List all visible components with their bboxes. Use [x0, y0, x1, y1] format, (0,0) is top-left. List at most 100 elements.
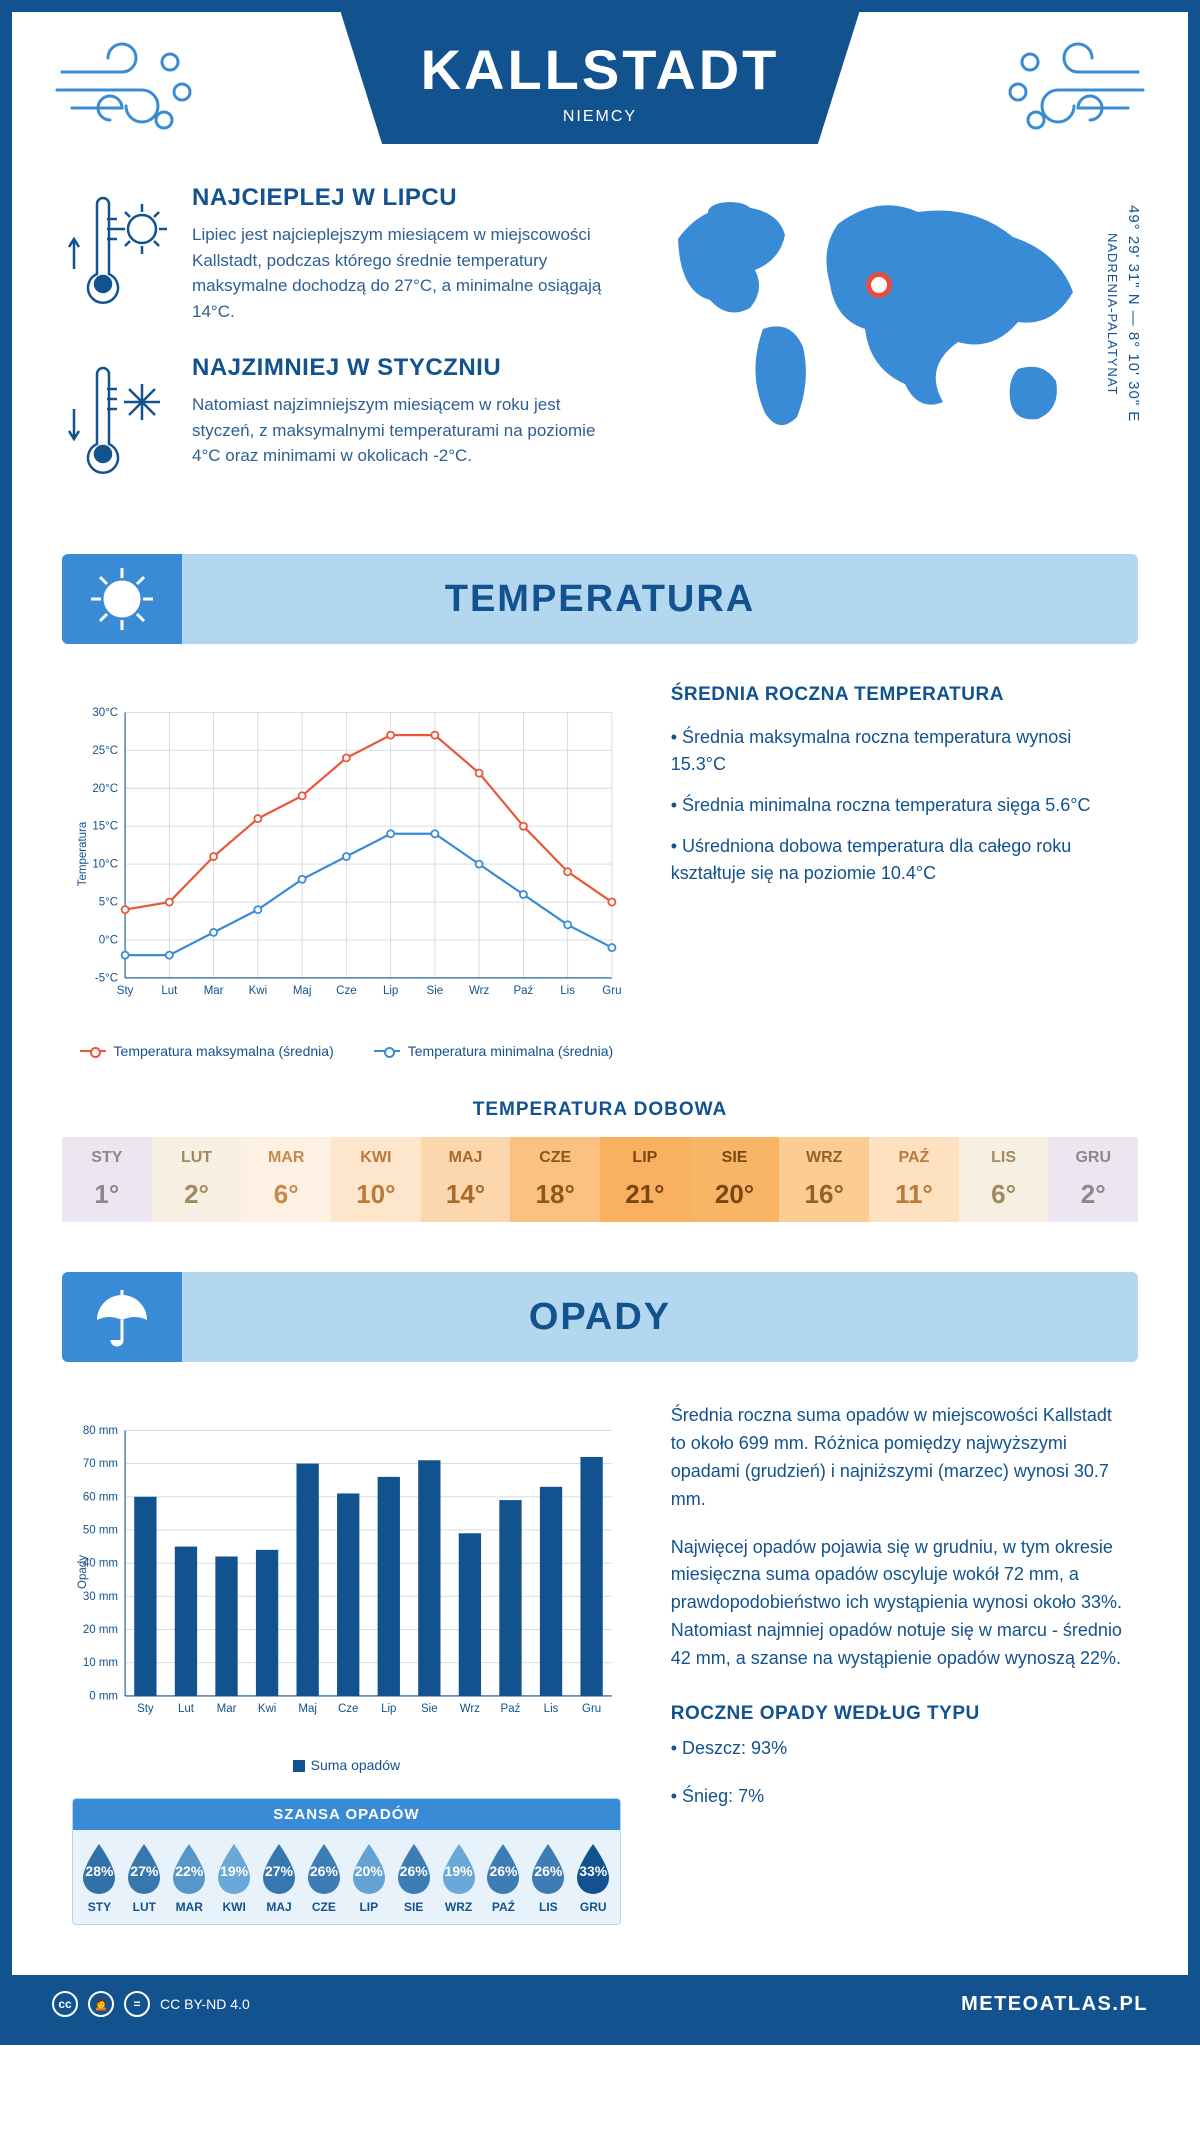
- daily-cell: CZE18°: [510, 1137, 600, 1222]
- chance-cell: 27%MAJ: [257, 1842, 302, 1914]
- temperature-line-chart: -5°C0°C5°C10°C15°C20°C25°C30°CStyLutMarK…: [72, 684, 621, 1024]
- umbrella-icon: [87, 1282, 157, 1352]
- coldest-text: Natomiast najzimniejszym miesiącem w rok…: [192, 392, 618, 469]
- precipitation-banner: OPADY: [62, 1272, 1138, 1362]
- svg-text:20°C: 20°C: [92, 783, 118, 795]
- precipitation-right: Średnia roczna suma opadów w miejscowośc…: [671, 1402, 1128, 1925]
- coldest-title: NAJZIMNIEJ W STYCZNIU: [192, 354, 618, 382]
- svg-text:Opady: Opady: [77, 1555, 89, 1589]
- chance-row: 28%STY27%LUT22%MAR19%KWI27%MAJ26%CZE20%L…: [73, 1830, 620, 1924]
- thermometer-sun-icon: [62, 184, 172, 314]
- annual-b1: • Średnia maksymalna roczna temperatura …: [671, 724, 1128, 778]
- svg-text:20 mm: 20 mm: [83, 1624, 118, 1636]
- chance-title: SZANSA OPADÓW: [73, 1799, 620, 1830]
- svg-text:Lis: Lis: [560, 985, 575, 997]
- chance-cell: 26%SIE: [391, 1842, 436, 1914]
- svg-text:30°C: 30°C: [92, 707, 118, 719]
- by-type-snow: • Śnieg: 7%: [671, 1783, 1128, 1811]
- svg-text:Wrz: Wrz: [469, 985, 489, 997]
- sun-icon-box: [62, 554, 182, 644]
- legend-min-label: Temperatura minimalna (średnia): [408, 1043, 613, 1059]
- temperature-annual: ŚREDNIA ROCZNA TEMPERATURA • Średnia mak…: [671, 684, 1128, 1059]
- info-left: NAJCIEPLEJ W LIPCU Lipiec jest najcieple…: [62, 184, 618, 514]
- svg-text:30 mm: 30 mm: [83, 1591, 118, 1603]
- svg-text:60 mm: 60 mm: [83, 1491, 118, 1503]
- chance-cell: 20%LIP: [346, 1842, 391, 1914]
- precip-legend-label: Suma opadów: [311, 1757, 401, 1773]
- svg-text:Maj: Maj: [298, 1703, 317, 1715]
- annual-b3: • Uśredniona dobowa temperatura dla całe…: [671, 833, 1128, 887]
- header: KALLSTADT NIEMCY: [12, 12, 1188, 174]
- daily-temp-strip: STY1°LUT2°MAR6°KWI10°MAJ14°CZE18°LIP21°S…: [62, 1137, 1138, 1222]
- daily-cell: WRZ16°: [779, 1137, 869, 1222]
- svg-text:5°C: 5°C: [99, 897, 118, 909]
- svg-text:15°C: 15°C: [92, 821, 118, 833]
- temperature-body: -5°C0°C5°C10°C15°C20°C25°C30°CStyLutMarK…: [12, 644, 1188, 1089]
- license-block: cc 🙍 = CC BY-ND 4.0: [52, 1991, 250, 2017]
- precipitation-legend: Suma opadów: [72, 1757, 621, 1773]
- temperature-title: TEMPERATURA: [445, 578, 756, 621]
- svg-text:Sie: Sie: [421, 1703, 438, 1715]
- country-subtitle: NIEMCY: [421, 108, 780, 126]
- annual-title: ŚREDNIA ROCZNA TEMPERATURA: [671, 684, 1128, 706]
- license-text: CC BY-ND 4.0: [160, 1996, 250, 2012]
- svg-text:Kwi: Kwi: [258, 1703, 277, 1715]
- chance-cell: 22%MAR: [167, 1842, 212, 1914]
- chance-cell: 26%PAŹ: [481, 1842, 526, 1914]
- city-title: KALLSTADT: [421, 37, 780, 102]
- svg-text:Lip: Lip: [383, 985, 398, 997]
- map-marker: [866, 272, 892, 298]
- chance-cell: 33%GRU: [571, 1842, 616, 1914]
- svg-text:Sie: Sie: [427, 985, 444, 997]
- cc-icon: cc: [52, 1991, 78, 2017]
- svg-text:80 mm: 80 mm: [83, 1425, 118, 1437]
- sun-icon: [87, 564, 157, 634]
- svg-text:Lut: Lut: [161, 985, 178, 997]
- precipitation-title: OPADY: [529, 1296, 671, 1339]
- chance-cell: 28%STY: [77, 1842, 122, 1914]
- legend-max-label: Temperatura maksymalna (średnia): [114, 1043, 334, 1059]
- svg-text:Temperatura: Temperatura: [77, 821, 89, 886]
- svg-text:50 mm: 50 mm: [83, 1525, 118, 1537]
- svg-text:Lut: Lut: [178, 1703, 195, 1715]
- svg-text:Cze: Cze: [336, 985, 356, 997]
- svg-text:0 mm: 0 mm: [89, 1690, 118, 1702]
- legend-min: Temperatura minimalna (średnia): [374, 1043, 613, 1059]
- annual-b2: • Średnia minimalna roczna temperatura s…: [671, 792, 1128, 819]
- daily-cell: LIP21°: [600, 1137, 690, 1222]
- chance-cell: 26%CZE: [301, 1842, 346, 1914]
- svg-text:70 mm: 70 mm: [83, 1458, 118, 1470]
- svg-text:25°C: 25°C: [92, 745, 118, 757]
- svg-text:0°C: 0°C: [99, 935, 118, 947]
- chance-cell: 26%LIS: [526, 1842, 571, 1914]
- daily-cell: MAJ14°: [421, 1137, 511, 1222]
- coordinates: 49° 29' 31" N — 8° 10' 30" E NADRENIA-PA…: [1102, 184, 1144, 444]
- precip-para2: Najwięcej opadów pojawia się w grudniu, …: [671, 1534, 1128, 1673]
- coldest-block: NAJZIMNIEJ W STYCZNIU Natomiast najzimni…: [62, 354, 618, 484]
- svg-text:Sty: Sty: [117, 985, 134, 997]
- infographic-frame: KALLSTADT NIEMCY: [0, 0, 1200, 2045]
- thermometer-snow-icon: [62, 354, 172, 484]
- daily-cell: KWI10°: [331, 1137, 421, 1222]
- warmest-block: NAJCIEPLEJ W LIPCU Lipiec jest najcieple…: [62, 184, 618, 324]
- daily-cell: SIE20°: [690, 1137, 780, 1222]
- svg-text:Wrz: Wrz: [460, 1703, 480, 1715]
- umbrella-icon-box: [62, 1272, 182, 1362]
- by-type-rain: • Deszcz: 93%: [671, 1735, 1128, 1763]
- footer: cc 🙍 = CC BY-ND 4.0 METEOATLAS.PL: [12, 1975, 1188, 2033]
- svg-text:Gru: Gru: [602, 985, 620, 997]
- svg-text:Lip: Lip: [381, 1703, 396, 1715]
- warmest-title: NAJCIEPLEJ W LIPCU: [192, 184, 618, 212]
- svg-text:Lis: Lis: [544, 1703, 559, 1715]
- daily-cell: STY1°: [62, 1137, 152, 1222]
- warmest-text: Lipiec jest najcieplejszym miesiącem w m…: [192, 222, 618, 324]
- temperature-chart: -5°C0°C5°C10°C15°C20°C25°C30°CStyLutMarK…: [72, 684, 621, 1059]
- chance-cell: 19%KWI: [212, 1842, 257, 1914]
- temperature-legend: Temperatura maksymalna (średnia) Tempera…: [72, 1043, 621, 1059]
- precip-para1: Średnia roczna suma opadów w miejscowośc…: [671, 1402, 1128, 1514]
- svg-text:-5°C: -5°C: [95, 972, 118, 984]
- site-name: METEOATLAS.PL: [961, 1993, 1148, 2016]
- by-type-title: ROCZNE OPADY WEDŁUG TYPU: [671, 1703, 1128, 1725]
- svg-text:Kwi: Kwi: [249, 985, 268, 997]
- chance-box: SZANSA OPADÓW 28%STY27%LUT22%MAR19%KWI27…: [72, 1798, 621, 1925]
